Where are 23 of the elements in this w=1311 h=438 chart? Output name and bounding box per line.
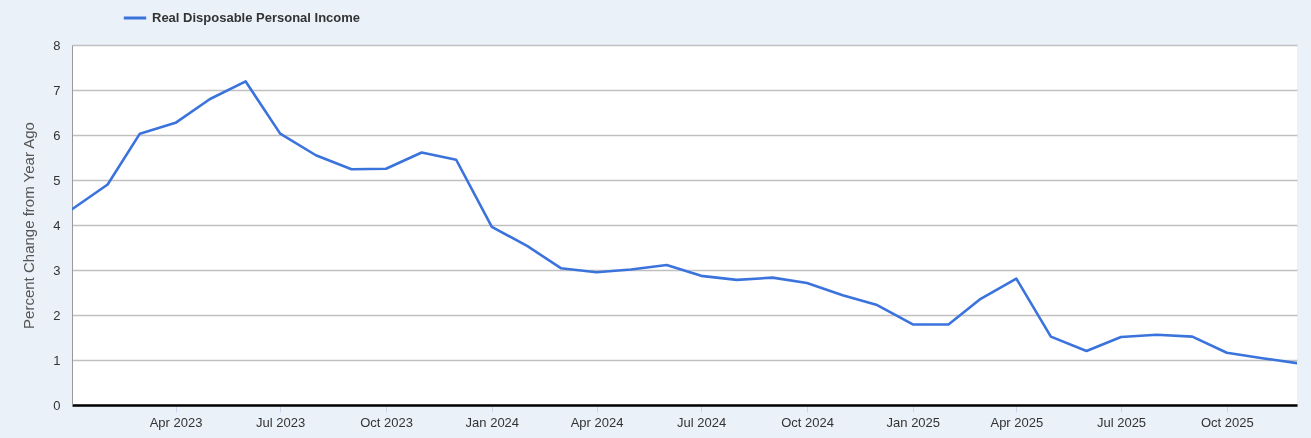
x-tick-label: Oct 2023 [360,414,413,430]
y-tick-label: 4 [53,217,61,233]
line-series [72,80,1297,365]
y-tick-label: 6 [53,127,61,143]
y-tick-label: 3 [53,262,61,278]
x-tick-label: Jul 2023 [256,414,306,430]
x-tick-label: Apr 2023 [149,414,203,430]
legend-label: Real Disposable Personal Income [152,10,361,25]
y-tick-label: 5 [53,172,61,188]
x-tick-label: Jan 2025 [886,414,941,430]
y-tick-label: 2 [53,307,61,323]
y-tick-label: 8 [53,37,61,53]
y-tick-label: 0 [53,397,61,413]
y-tick-label: 7 [53,82,61,98]
x-tick-label: Jan 2024 [465,414,520,430]
x-tick-label: Apr 2025 [990,414,1044,430]
y-tick-label: 1 [53,352,61,368]
x-tick-label: Apr 2024 [570,414,624,430]
x-tick-label: Jul 2025 [1096,414,1147,430]
x-tick-label: Oct 2024 [781,414,834,430]
x-tick-label: Jul 2024 [677,414,727,430]
y-axis-title: Percent Change from Year Ago [20,122,38,329]
x-tick-label: Oct 2025 [1200,414,1254,430]
